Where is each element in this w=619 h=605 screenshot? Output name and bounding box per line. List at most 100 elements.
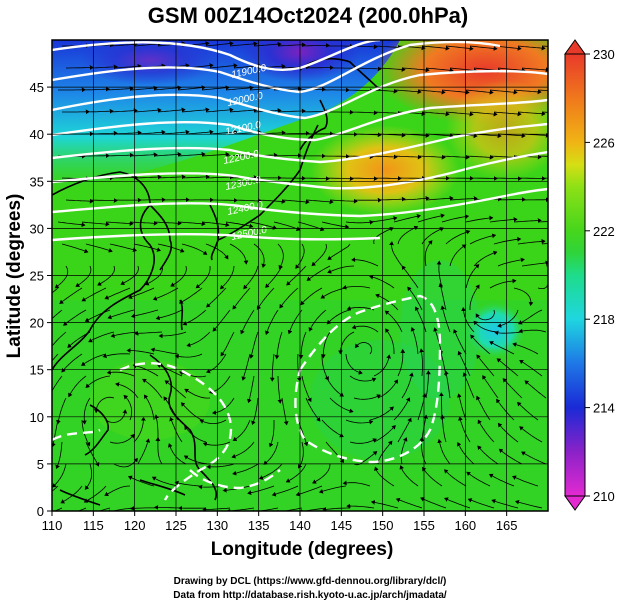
coastlines bbox=[52, 58, 381, 506]
streamline bbox=[489, 278, 517, 289]
streamline bbox=[60, 485, 83, 504]
streamline bbox=[205, 174, 234, 180]
streamline bbox=[473, 320, 499, 333]
streamline bbox=[85, 108, 114, 114]
colorbar-tick-label: 226 bbox=[593, 135, 615, 150]
streamline bbox=[106, 507, 135, 511]
streamline bbox=[512, 342, 539, 355]
credit-data: Data from http://database.rish.kyoto-u.a… bbox=[173, 590, 447, 601]
streamline bbox=[263, 441, 279, 465]
y-tick-label: 5 bbox=[37, 457, 44, 472]
streamline bbox=[81, 86, 110, 92]
streamline bbox=[465, 154, 494, 160]
streamline bbox=[85, 375, 111, 389]
streamline bbox=[185, 129, 214, 135]
streamline bbox=[277, 42, 306, 48]
streamline bbox=[52, 485, 59, 492]
x-tick-label: 120 bbox=[124, 518, 146, 533]
streamline bbox=[306, 265, 331, 281]
streamline bbox=[126, 348, 155, 355]
colorbar-bottom-extension bbox=[564, 495, 586, 511]
streamline bbox=[81, 397, 91, 425]
streamline bbox=[389, 241, 403, 267]
streamline bbox=[354, 342, 373, 355]
streamline bbox=[54, 265, 69, 289]
streamline bbox=[517, 401, 539, 421]
streamline bbox=[233, 198, 262, 204]
streamline bbox=[137, 438, 151, 465]
streamline bbox=[321, 419, 344, 438]
streamline bbox=[297, 419, 309, 447]
streamline bbox=[153, 220, 182, 226]
streamline bbox=[373, 354, 392, 377]
streamline bbox=[519, 426, 543, 443]
streamline bbox=[395, 497, 423, 509]
streamline bbox=[401, 196, 430, 201]
streamline bbox=[52, 309, 63, 320]
streamline bbox=[517, 111, 546, 117]
y-tick-label: 15 bbox=[30, 363, 44, 378]
streamline bbox=[345, 88, 374, 94]
streamline bbox=[134, 330, 163, 336]
streamline bbox=[444, 370, 451, 399]
streamline bbox=[524, 380, 547, 399]
streamline bbox=[502, 378, 523, 399]
streamline bbox=[131, 309, 159, 319]
streamline bbox=[113, 130, 142, 136]
streamline bbox=[157, 174, 186, 180]
streamline bbox=[89, 64, 118, 70]
streamline bbox=[342, 480, 371, 487]
streamline bbox=[326, 309, 351, 325]
streamline bbox=[105, 221, 134, 226]
streamline bbox=[273, 153, 302, 158]
streamline bbox=[353, 394, 381, 400]
colorbar-tick-label: 222 bbox=[593, 224, 615, 239]
streamline bbox=[449, 196, 478, 201]
streamline bbox=[425, 195, 454, 201]
streamline bbox=[493, 236, 522, 245]
streamline bbox=[277, 108, 306, 114]
streamline bbox=[496, 358, 519, 377]
streamline bbox=[475, 309, 495, 321]
streamline bbox=[369, 216, 398, 223]
streamline bbox=[247, 375, 255, 404]
x-tick-label: 165 bbox=[496, 518, 518, 533]
streamline bbox=[68, 375, 87, 398]
streamline bbox=[541, 243, 548, 245]
streamline bbox=[75, 265, 92, 287]
streamline bbox=[327, 265, 355, 274]
streamline bbox=[281, 397, 289, 426]
streamline bbox=[489, 341, 515, 355]
streamline bbox=[298, 331, 307, 360]
streamline bbox=[498, 448, 523, 465]
streamline bbox=[497, 422, 519, 443]
streamline bbox=[225, 221, 254, 229]
streamline bbox=[143, 394, 155, 421]
y-tick-label: 20 bbox=[30, 316, 44, 331]
streamline bbox=[232, 419, 251, 441]
x-axis-label: Longitude (degrees) bbox=[211, 539, 394, 560]
streamline bbox=[399, 465, 419, 487]
streamline bbox=[301, 375, 312, 403]
streamline bbox=[295, 243, 305, 269]
streamline bbox=[153, 85, 182, 91]
streamline bbox=[133, 107, 162, 113]
streamline bbox=[137, 129, 166, 135]
streamline bbox=[105, 409, 128, 423]
streamline bbox=[407, 286, 423, 311]
streamline bbox=[83, 485, 107, 503]
streamline bbox=[274, 331, 283, 360]
warm-core-center bbox=[310, 125, 460, 215]
streamline bbox=[212, 309, 231, 332]
streamline bbox=[61, 243, 89, 254]
streamline bbox=[206, 463, 235, 470]
streamline bbox=[231, 441, 255, 459]
streamline bbox=[229, 243, 249, 265]
streamline bbox=[77, 507, 87, 511]
x-tick-label: 150 bbox=[372, 518, 394, 533]
streamline bbox=[296, 353, 302, 382]
y-tick-label: 25 bbox=[30, 269, 44, 284]
streamline bbox=[52, 331, 67, 347]
streamline bbox=[373, 227, 394, 245]
colorbar-scale bbox=[564, 53, 586, 497]
